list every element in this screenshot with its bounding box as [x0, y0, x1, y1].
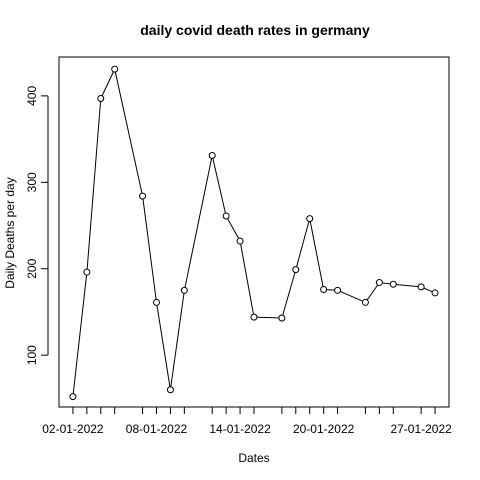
y-tick-label: 200 — [25, 258, 39, 278]
data-point — [278, 314, 286, 322]
data-point — [375, 279, 383, 287]
data-point — [208, 152, 216, 160]
x-axis-label: Dates — [238, 451, 269, 465]
series-line — [72, 67, 436, 397]
data-point — [431, 289, 439, 297]
x-tick-label: 27-01-2022 — [390, 422, 452, 436]
data-points — [69, 65, 439, 401]
data-point — [389, 280, 397, 288]
data-point — [111, 65, 119, 73]
plot-frame — [58, 56, 450, 408]
data-point — [236, 237, 244, 245]
x-tick-label: 08-01-2022 — [126, 422, 188, 436]
data-point — [334, 286, 342, 294]
y-tick-label: 400 — [25, 86, 39, 106]
y-tick-label: 300 — [25, 172, 39, 192]
data-point — [83, 268, 91, 276]
data-point — [180, 286, 188, 294]
data-point — [153, 298, 160, 306]
y-tick-label: 100 — [25, 345, 39, 365]
data-point — [417, 283, 425, 291]
data-point — [306, 215, 314, 223]
x-tick-label: 20-01-2022 — [293, 422, 355, 436]
x-tick-label: 02-01-2022 — [42, 422, 104, 436]
data-point — [139, 192, 147, 200]
x-axis: 02-01-2022 08-01-2022 14-01-2022 20-01-2022… — [42, 406, 452, 436]
x-tick-label: 14-01-2022 — [209, 422, 271, 436]
chart-title: daily covid death rates in germany — [140, 22, 370, 38]
data-point — [166, 386, 174, 394]
data-point — [250, 313, 258, 321]
data-point — [320, 285, 328, 293]
y-axis-label: Daily Deaths per day — [3, 177, 17, 288]
data-point — [69, 393, 77, 401]
y-axis: 100 200 300 400 — [25, 86, 49, 365]
data-point — [361, 298, 369, 306]
data-point — [292, 266, 300, 274]
data-point — [97, 94, 105, 102]
data-point — [222, 212, 230, 220]
